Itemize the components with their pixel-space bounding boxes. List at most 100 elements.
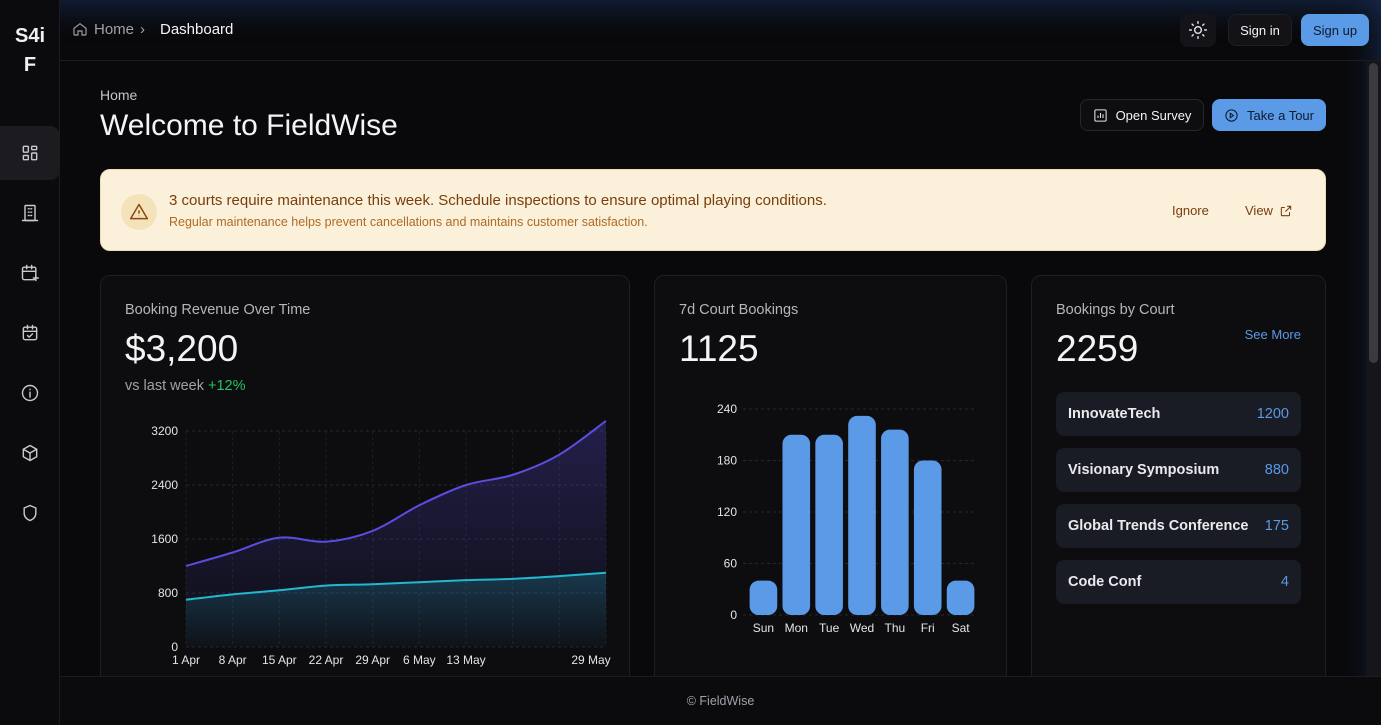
page-breadcrumb: Home xyxy=(100,87,138,103)
external-link-icon xyxy=(1280,205,1292,216)
court-count: 880 xyxy=(1264,462,1289,478)
y-tick-label: 60 xyxy=(724,557,738,571)
alert-ignore-button[interactable]: Ignore xyxy=(1172,203,1209,218)
y-tick-label: 1600 xyxy=(151,532,178,546)
area-line-series-0 xyxy=(185,420,607,567)
app-logo[interactable]: S4i F xyxy=(0,22,60,80)
bar-chart-icon xyxy=(1093,108,1107,122)
court-row[interactable]: InnovateTech 1200 xyxy=(1056,392,1301,436)
revenue-delta-value: +12% xyxy=(208,378,246,394)
see-more-link[interactable]: See More xyxy=(1244,327,1301,342)
sidebar-item-calendar-check[interactable] xyxy=(0,306,60,360)
courts-card: Bookings by Court 2259 See More Innovate… xyxy=(1031,275,1326,695)
alert-subtitle: Regular maintenance helps prevent cancel… xyxy=(169,215,648,229)
revenue-card: Booking Revenue Over Time $3,200 vs last… xyxy=(100,275,630,695)
info-icon xyxy=(21,384,39,402)
footer: © FieldWise xyxy=(60,676,1381,725)
top-bar: Home › Dashboard Sign in Sign up xyxy=(60,0,1381,61)
calendar-check-icon xyxy=(22,324,38,341)
home-icon[interactable] xyxy=(72,21,88,37)
breadcrumb-home[interactable]: Home xyxy=(94,21,135,38)
x-tick-label: Wed xyxy=(850,621,874,635)
court-row[interactable]: Global Trends Conference 175 xyxy=(1056,504,1301,548)
breadcrumb-separator: › xyxy=(140,21,145,38)
x-tick-label: 29 Apr xyxy=(355,653,390,667)
bar-fri xyxy=(913,460,942,615)
courts-label: Bookings by Court xyxy=(1056,302,1175,318)
logo-line-1: S4i xyxy=(14,25,46,47)
page-scrollbar[interactable] xyxy=(1366,61,1381,676)
x-tick-label: Tue xyxy=(819,621,840,635)
x-tick-label: Mon xyxy=(785,621,808,635)
building-icon xyxy=(21,204,39,222)
bar-thu xyxy=(881,429,909,615)
sidebar-item-dashboard[interactable] xyxy=(0,126,60,180)
y-tick-label: 240 xyxy=(717,402,737,416)
court-name: InnovateTech xyxy=(1068,406,1161,422)
courts-value: 2259 xyxy=(1056,328,1139,369)
alert-view-button[interactable]: View xyxy=(1245,203,1293,218)
sidebar-item-calendar-add[interactable] xyxy=(0,246,60,300)
box-icon xyxy=(22,444,38,462)
revenue-label: Booking Revenue Over Time xyxy=(125,302,311,318)
sun-icon xyxy=(1188,20,1208,40)
bar-sun xyxy=(749,580,778,615)
bar-mon xyxy=(782,434,811,615)
take-tour-button[interactable]: Take a Tour xyxy=(1212,99,1326,131)
revenue-area-chart: 0 800 1600 2400 3200 1 Apr 8 Apr 15 Apr 22 Apr 29… xyxy=(151,420,611,667)
x-tick-label: Sat xyxy=(952,621,971,635)
area-line-series-1 xyxy=(185,571,607,601)
y-tick-label: 2400 xyxy=(151,478,178,492)
sidebar-item-security[interactable] xyxy=(0,486,60,540)
maintenance-alert: 3 courts require maintenance this week. … xyxy=(100,169,1326,251)
sidebar-item-info[interactable] xyxy=(0,366,60,420)
y-tick-label: 180 xyxy=(717,454,737,468)
x-tick-label: Fri xyxy=(921,621,935,635)
open-survey-button[interactable]: Open Survey xyxy=(1080,99,1204,131)
logo-line-2: F xyxy=(23,54,37,76)
sidebar: S4i F xyxy=(0,0,60,725)
x-tick-label: 13 May xyxy=(446,653,485,667)
sign-up-button[interactable]: Sign up xyxy=(1301,14,1369,46)
alert-view-label: View xyxy=(1245,203,1273,218)
x-tick-label: Sun xyxy=(753,621,774,635)
play-circle-icon xyxy=(1225,108,1238,122)
court-count: 175 xyxy=(1264,518,1289,534)
bar-tue xyxy=(815,434,843,615)
bookings-value: 1125 xyxy=(679,328,759,369)
bookings-label: 7d Court Bookings xyxy=(679,302,799,318)
y-tick-label: 3200 xyxy=(151,424,178,438)
court-name: Visionary Symposium xyxy=(1068,462,1220,478)
breadcrumb-current: Dashboard xyxy=(160,21,234,38)
page-title: Welcome to FieldWise xyxy=(100,109,398,142)
theme-toggle-button[interactable] xyxy=(1180,13,1216,47)
revenue-value: $3,200 xyxy=(125,328,239,369)
x-tick-label: Thu xyxy=(885,621,906,635)
court-row[interactable]: Code Conf 4 xyxy=(1056,560,1301,604)
bar-wed xyxy=(848,415,876,615)
x-tick-label: 22 Apr xyxy=(309,653,344,667)
y-tick-label: 800 xyxy=(158,586,178,600)
bar-sat xyxy=(946,580,975,615)
revenue-delta: vs last week +12% xyxy=(125,378,246,394)
sidebar-item-buildings[interactable] xyxy=(0,186,60,240)
court-name: Global Trends Conference xyxy=(1068,518,1249,534)
y-tick-label: 0 xyxy=(730,608,737,622)
y-tick-label: 120 xyxy=(717,505,737,519)
grid-icon xyxy=(22,145,38,161)
warning-icon xyxy=(121,194,157,230)
sidebar-item-packages[interactable] xyxy=(0,426,60,480)
sign-in-button[interactable]: Sign in xyxy=(1228,14,1292,46)
x-tick-label: 6 May xyxy=(403,653,436,667)
scrollbar-thumb[interactable] xyxy=(1369,63,1378,363)
y-tick-label: 0 xyxy=(171,640,178,654)
x-tick-label: 1 Apr xyxy=(172,653,200,667)
shield-icon xyxy=(23,504,37,522)
court-row[interactable]: Visionary Symposium 880 xyxy=(1056,448,1301,492)
take-tour-label: Take a Tour xyxy=(1247,107,1314,123)
alert-title: 3 courts require maintenance this week. … xyxy=(169,192,827,209)
court-count: 4 xyxy=(1280,574,1289,590)
revenue-delta-prefix: vs last week xyxy=(125,378,204,394)
court-count: 1200 xyxy=(1256,406,1289,422)
x-tick-label: 8 Apr xyxy=(219,653,247,667)
